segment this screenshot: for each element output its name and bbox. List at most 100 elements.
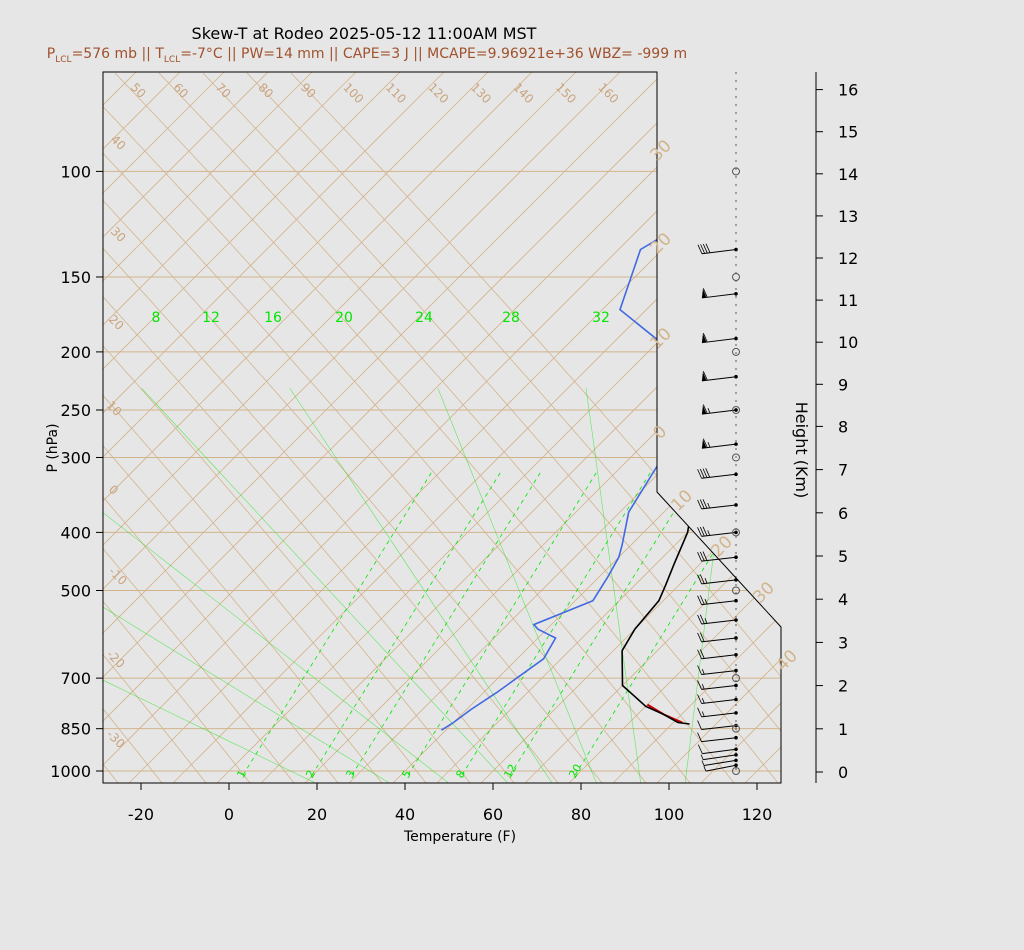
isotherm (103, 72, 709, 772)
barb-staff (701, 600, 737, 606)
dry-adiabat (202, 72, 781, 783)
level-marker (732, 272, 740, 281)
y-tick-label: 250 (60, 401, 91, 420)
wind-barb (697, 243, 738, 255)
barb-full (702, 499, 708, 509)
level-marker (732, 724, 740, 733)
isotherm-label: 40 (108, 132, 129, 153)
y-tick-label: 200 (60, 343, 91, 362)
isotherm (103, 72, 665, 772)
barb-full (705, 468, 711, 478)
isotherm-label: 10 (104, 398, 125, 419)
barb-full (702, 332, 708, 343)
x-tick-label: 0 (224, 805, 234, 824)
barb-flag (701, 439, 707, 449)
barb-half (707, 502, 711, 509)
barb-staff (703, 754, 737, 761)
wind-barb (697, 707, 738, 718)
wind-barb (697, 595, 738, 606)
isotherm-label: -10 (106, 564, 130, 588)
barb-half (701, 683, 705, 690)
tlcl-value: -7°C (192, 46, 223, 62)
x-tick-label: 40 (395, 805, 415, 824)
barb-full (699, 526, 705, 537)
barb-staff (701, 338, 737, 344)
y-tick-label: 700 (60, 669, 91, 688)
dry-adiabat (0, 73, 30, 783)
barb-full (697, 732, 702, 742)
isotherm (228, 72, 781, 772)
barb-full (702, 468, 708, 478)
isotherm (360, 72, 781, 772)
wind-level-dot (734, 747, 738, 752)
dry-adiabat (103, 72, 295, 783)
wind-level-dot (734, 652, 738, 657)
dry-adiabat (103, 72, 207, 783)
dry-adiabat (114, 72, 735, 783)
height-tick-label: 15 (838, 123, 858, 142)
wind-level-dot (734, 530, 738, 535)
isotherm (700, 770, 714, 783)
isotherm-label: 70 (213, 80, 234, 101)
dry-adiabat (103, 72, 647, 783)
wind-barb (697, 499, 738, 510)
barb-staff (701, 376, 737, 382)
dry-adiabat (103, 72, 691, 783)
barb-flag (701, 405, 707, 415)
isotherm (656, 770, 670, 783)
wind-level-dot (734, 697, 738, 702)
plot-frame (102, 71, 782, 784)
height-tick-label: 11 (838, 291, 858, 310)
wind-barb (697, 744, 738, 755)
barb-full (697, 595, 702, 605)
wind-level-dot (734, 247, 738, 252)
barb-flag (701, 288, 707, 298)
height-tick-label: 8 (838, 417, 848, 436)
isotherm-label: 150 (553, 80, 579, 106)
wind-level-dot (734, 735, 738, 740)
y-tick-label: 150 (60, 268, 91, 287)
dry-adiabat (103, 72, 471, 783)
wind-level-dot (734, 598, 738, 603)
isotherm-label: 0 (106, 482, 121, 497)
dry-adiabat (158, 72, 779, 783)
barb-half (704, 618, 708, 624)
barb-full (702, 288, 708, 298)
barb-full (699, 649, 705, 659)
isotherm (712, 72, 781, 772)
barb-full (697, 574, 702, 584)
barb-full (702, 371, 708, 381)
barb-full (697, 707, 702, 718)
isotherm (845, 72, 1024, 771)
isotherm (128, 770, 142, 783)
barb-half (701, 669, 705, 675)
isotherm (103, 72, 753, 772)
height-tick-label: 3 (838, 633, 848, 652)
mixing-ratio-line (242, 469, 434, 776)
isotherm-label: 10 (667, 486, 696, 515)
mixing-ratio-line (407, 469, 599, 776)
barb-full (697, 244, 703, 254)
height-tick-label: 2 (838, 677, 848, 696)
barb-staff (701, 737, 737, 743)
moist-adiabat (585, 388, 642, 783)
barb-half (707, 408, 711, 414)
barb-full (697, 720, 702, 730)
isotherm (889, 72, 1024, 771)
height-tick-label: 7 (838, 461, 848, 480)
barb-half (707, 530, 711, 536)
mixing-ratio-labels: 8 12 16 20 24 28 321 2 3 5 8 12 20 (152, 310, 610, 781)
height-tick-label: 10 (838, 333, 858, 352)
wind-barb (701, 288, 738, 299)
x-tick-label: 60 (483, 805, 503, 824)
isotherm-label: 30 (646, 136, 675, 165)
isotherm-label: 50 (128, 80, 149, 101)
x-tick-label: -20 (128, 805, 154, 824)
isotherm-label: -30 (104, 727, 128, 751)
height-tick-label: 6 (838, 504, 848, 523)
barb-full (697, 680, 702, 690)
wind-barb (701, 758, 738, 766)
barb-flag (701, 371, 707, 381)
moist-adiabat (103, 388, 391, 783)
mixing-ratio-line (509, 469, 701, 776)
